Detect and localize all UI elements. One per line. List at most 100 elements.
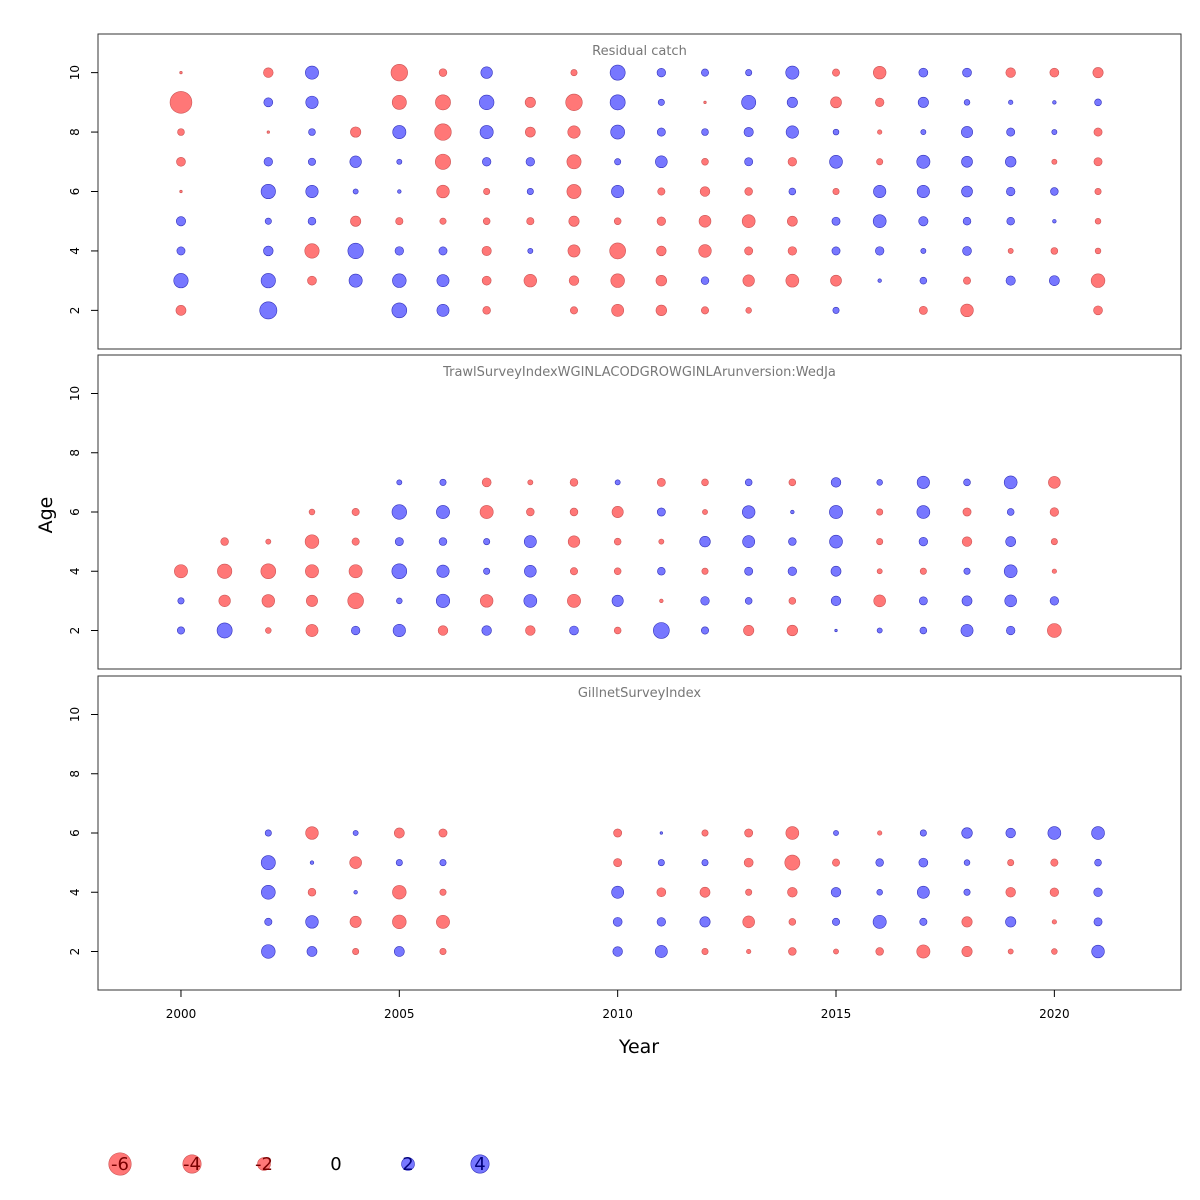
bubble-point: [787, 215, 798, 227]
bubble-point: [395, 217, 404, 226]
bubble-point: [831, 216, 841, 226]
bubble-point: [527, 479, 534, 486]
bubble-point: [1050, 247, 1059, 255]
bubble-point: [916, 475, 930, 489]
bubble-point: [699, 535, 711, 548]
bubble-point: [1047, 826, 1062, 840]
bubble-point: [480, 66, 493, 79]
bubble-point: [1005, 887, 1016, 898]
bubble-point: [260, 855, 276, 871]
bubble-point: [786, 624, 798, 637]
bubble-point: [698, 244, 712, 258]
bubble-point: [788, 187, 797, 196]
y-tick-label: 8: [68, 128, 82, 136]
bubble-point: [1049, 887, 1059, 897]
bubble-point: [349, 856, 362, 869]
y-tick-label: 10: [68, 707, 82, 722]
bubble-point: [436, 505, 450, 519]
bubble-point: [743, 127, 754, 138]
bubble-point: [525, 126, 536, 138]
bubble-point: [611, 184, 625, 199]
bubble-point: [305, 65, 319, 80]
bubble-point: [832, 858, 840, 867]
bubble-point: [961, 155, 973, 168]
bubble-point: [963, 276, 971, 285]
bubble-point: [656, 216, 666, 226]
bubble-point: [438, 246, 448, 256]
bubble-point: [263, 245, 274, 257]
bubble-point: [876, 627, 883, 634]
y-tick-label: 4: [68, 888, 82, 896]
bubble-point: [787, 887, 798, 898]
bubble-point: [832, 68, 840, 77]
bubble-point: [609, 242, 626, 260]
bubble-point: [173, 273, 189, 289]
panels-layer: Residual catch 2 4 6 8 10 TrawlSurveyIndexWGIN…: [68, 33, 1182, 991]
x-tick-label: 2020: [1039, 1007, 1070, 1021]
bubble-point: [179, 189, 183, 194]
bubble-point: [611, 506, 624, 518]
bubble-point: [963, 567, 971, 575]
bubble-point: [1008, 99, 1014, 105]
bubble-point: [569, 507, 579, 517]
bubble-point: [609, 64, 626, 81]
bubble-point: [439, 217, 447, 225]
x-axis-title: Year: [618, 1036, 659, 1058]
bubble-point: [436, 184, 450, 199]
bubble-point: [829, 155, 843, 169]
bubble-point: [830, 595, 842, 607]
bubble-point: [834, 628, 838, 633]
bubble-point: [829, 534, 843, 549]
legend-bubble: [108, 1152, 132, 1176]
bubble-point: [961, 827, 973, 839]
bubble-point: [260, 563, 277, 579]
bubble-point: [655, 155, 668, 169]
bubble-point: [526, 188, 534, 195]
bubble-point: [261, 594, 275, 608]
bubble-point: [872, 914, 887, 929]
bubble-point: [741, 94, 757, 110]
bubble-point: [875, 858, 884, 867]
bubble-point: [656, 917, 666, 927]
bubble-point: [394, 246, 404, 256]
bubble-point: [392, 914, 407, 930]
bubble-point: [567, 535, 581, 548]
bubble-point: [439, 478, 447, 486]
bubble-point: [391, 563, 408, 579]
bubble-point: [1003, 475, 1018, 490]
bubble-point: [963, 478, 971, 487]
bubble-point: [351, 625, 361, 636]
bubble-point: [306, 594, 318, 607]
bubble-point: [744, 187, 753, 196]
bubble-point: [261, 884, 276, 900]
bubble-point: [436, 564, 450, 578]
bubble-point: [396, 158, 403, 165]
bubble-point: [347, 592, 364, 610]
bubble-point: [700, 276, 710, 285]
bubble-point: [1049, 507, 1059, 517]
bubble-point: [259, 301, 278, 320]
bubble-point: [917, 96, 929, 108]
bubble-point: [832, 188, 840, 195]
bubble-point: [611, 885, 625, 899]
bubble-point: [1093, 917, 1103, 927]
bubble-point: [392, 885, 407, 900]
bubble-point: [613, 828, 623, 838]
bubble-point: [875, 947, 884, 956]
bubble-point: [612, 917, 623, 927]
bubble-point: [785, 125, 799, 139]
bubble-point: [393, 827, 405, 839]
bubble-point: [1004, 594, 1017, 608]
bubble-point: [700, 596, 710, 606]
bubble-point: [1005, 67, 1016, 78]
bubble-point: [742, 274, 755, 287]
bubble-point: [919, 626, 928, 635]
bubble-point: [308, 508, 316, 516]
x-tick-label: 2005: [384, 1007, 415, 1021]
bubble-point: [703, 100, 707, 104]
bubble-point: [788, 918, 797, 926]
bubble-point: [169, 91, 193, 114]
bubble-point: [435, 593, 451, 608]
bubble-point: [264, 829, 272, 837]
